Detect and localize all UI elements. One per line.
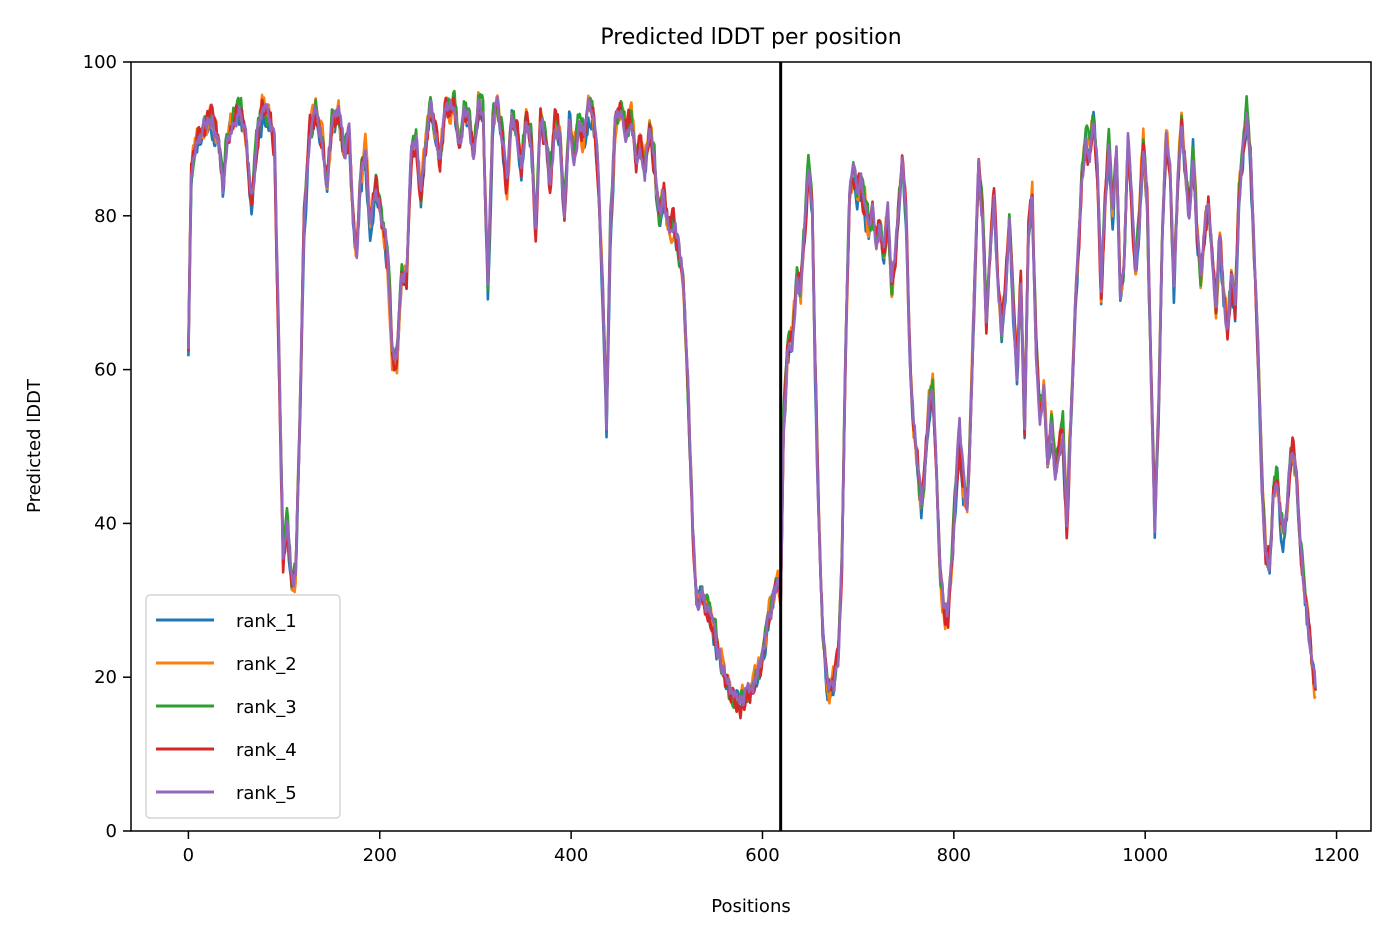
y-tick-label: 60 <box>94 360 117 381</box>
x-tick-label: 0 <box>183 845 194 866</box>
x-axis: 0 200 400 600 800 1000 1200 <box>183 831 1360 866</box>
legend: rank_1 rank_2 rank_3 rank_4 rank_5 <box>145 594 341 819</box>
y-tick-label: 0 <box>106 821 117 842</box>
y-tick-label: 100 <box>83 52 117 73</box>
legend-label-rank_1: rank_1 <box>236 611 297 632</box>
x-tick-label: 1200 <box>1314 845 1360 866</box>
series-layer <box>187 89 1317 720</box>
x-axis-label: Positions <box>711 896 790 917</box>
y-tick-label: 80 <box>94 206 117 227</box>
series-line-rank_5 <box>187 95 1317 707</box>
x-tick-label: 1000 <box>1122 845 1168 866</box>
legend-label-rank_3: rank_3 <box>236 697 297 718</box>
x-tick-label: 800 <box>937 845 971 866</box>
y-axis-label: Predicted lDDT <box>24 378 45 513</box>
legend-label-rank_4: rank_4 <box>236 740 297 761</box>
legend-label-rank_2: rank_2 <box>236 654 297 675</box>
legend-label-rank_5: rank_5 <box>236 783 297 804</box>
y-axis: 0 20 40 60 80 100 <box>83 52 131 842</box>
y-tick-label: 20 <box>94 667 117 688</box>
x-tick-label: 200 <box>363 845 397 866</box>
chart-title: Predicted lDDT per position <box>600 25 901 50</box>
x-tick-label: 400 <box>554 845 588 866</box>
legend-box <box>145 594 341 819</box>
plot-frame <box>130 61 1372 832</box>
x-tick-label: 600 <box>745 845 779 866</box>
y-tick-label: 40 <box>94 513 117 534</box>
